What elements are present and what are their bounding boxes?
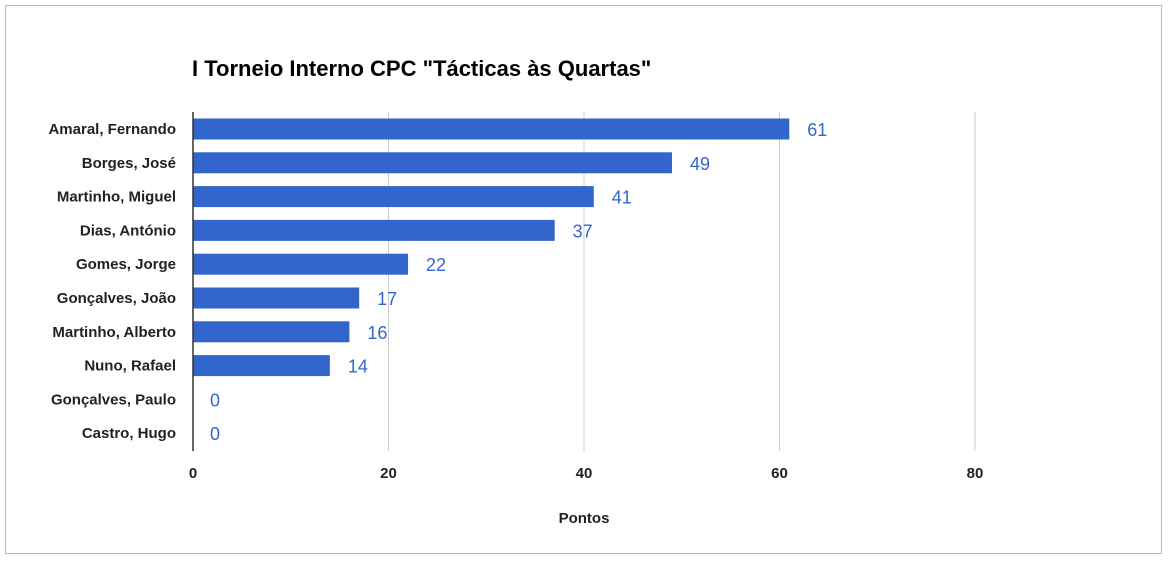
category-label: Nuno, Rafael (84, 358, 176, 375)
tick-label: 40 (576, 465, 593, 482)
category-label: Amaral, Fernando (48, 121, 176, 138)
chart-title: I Torneio Interno CPC "Tácticas às Quart… (192, 56, 652, 81)
value-labels: 61 49 41 37 22 17 16 14 0 0 (210, 120, 827, 444)
category-label: Gomes, Jorge (76, 256, 176, 273)
category-label: Castro, Hugo (82, 425, 176, 442)
bar (193, 321, 350, 343)
bar (193, 118, 790, 140)
category-label: Martinho, Alberto (52, 324, 176, 341)
category-label: Borges, José (82, 155, 176, 172)
data-label: 0 (210, 424, 220, 444)
data-label: 37 (573, 221, 593, 241)
data-label: 14 (348, 357, 368, 377)
data-label: 61 (807, 120, 827, 140)
x-axis-title: Pontos (559, 510, 610, 527)
bar (193, 152, 672, 174)
tick-labels: 0 20 40 60 80 (189, 465, 984, 482)
bar (193, 219, 555, 241)
data-label: 0 (210, 390, 220, 410)
tick-label: 0 (189, 465, 197, 482)
bar (193, 287, 360, 309)
category-label: Dias, António (80, 222, 176, 239)
bars (193, 118, 790, 377)
data-label: 49 (690, 154, 710, 174)
category-label: Gonçalves, João (57, 290, 176, 307)
category-label: Gonçalves, Paulo (51, 391, 176, 408)
tick-label: 80 (967, 465, 984, 482)
bar (193, 355, 330, 377)
tick-label: 60 (771, 465, 788, 482)
tick-label: 20 (380, 465, 397, 482)
bar (193, 186, 594, 208)
data-label: 41 (612, 188, 632, 208)
data-label: 17 (377, 289, 397, 309)
category-label: Martinho, Miguel (57, 189, 176, 206)
data-label: 16 (367, 323, 387, 343)
category-labels: Amaral, Fernando Borges, José Martinho, Mi… (48, 121, 176, 442)
bar (193, 253, 409, 275)
data-label: 22 (426, 255, 446, 275)
